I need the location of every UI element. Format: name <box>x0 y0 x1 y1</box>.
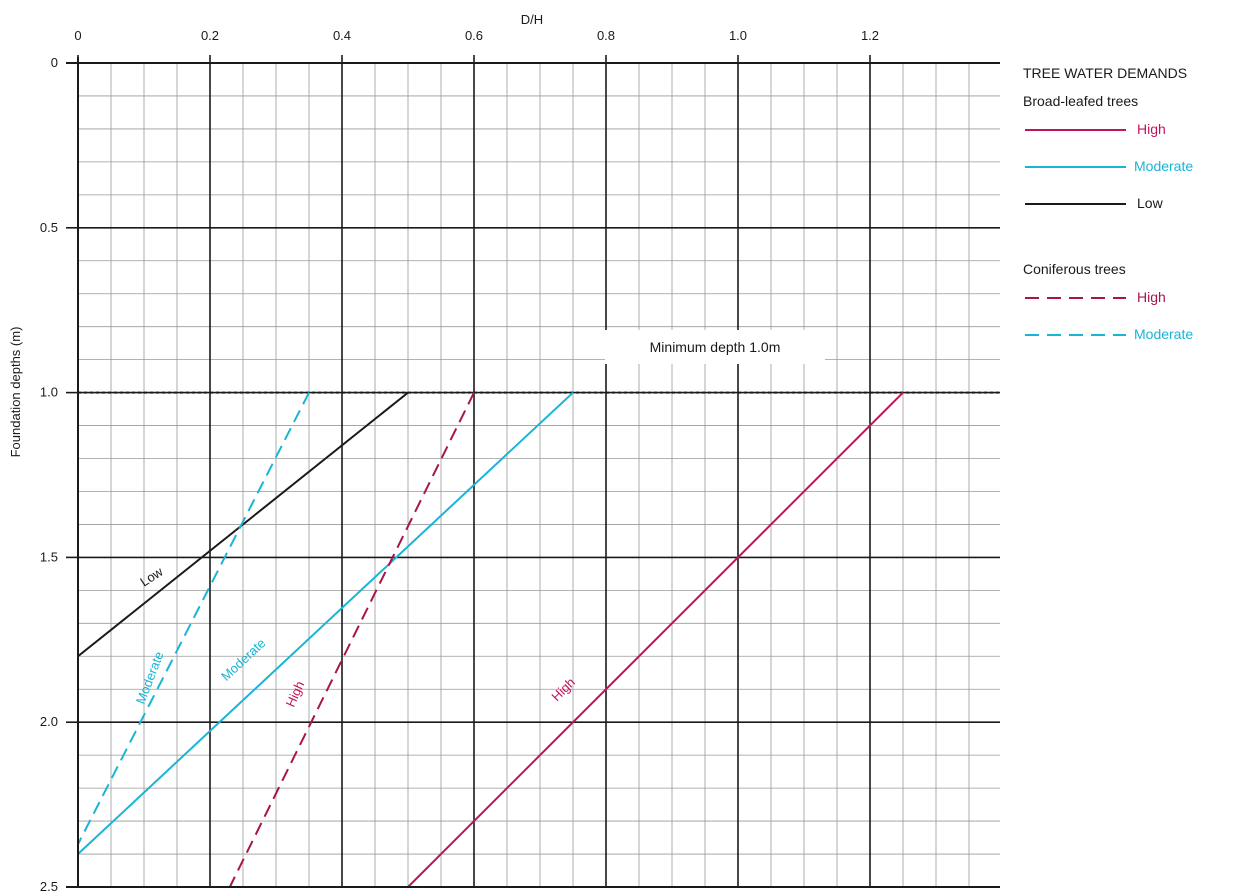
y-tick-label: 1.5 <box>40 549 58 564</box>
legend-label-low: Low <box>1137 195 1164 211</box>
major-grid <box>78 63 1000 888</box>
annotation-group: Minimum depth 1.0m <box>605 330 825 364</box>
legend-label-high: High <box>1137 121 1166 137</box>
x-tick-label: 0 <box>74 28 81 43</box>
series-broadleafed-low <box>77 391 409 658</box>
series-broadleafed-high <box>407 391 904 888</box>
x-tick-label: 0.8 <box>597 28 615 43</box>
series-coniferous-high <box>228 392 475 888</box>
y-tick-label: 2.5 <box>40 879 58 894</box>
y-tick-label: 0 <box>51 55 58 70</box>
tick-labels: 0 0.2 0.4 0.6 0.8 1.0 1.2 0 0.5 1.0 1.5 2.0 2.5 <box>40 28 879 894</box>
series-lines <box>77 391 904 888</box>
x-tick-label: 1.2 <box>861 28 879 43</box>
legend-label-moderate: Moderate <box>1134 158 1193 174</box>
series-coniferous-moderate <box>77 392 310 845</box>
x-tick-label: 0.2 <box>201 28 219 43</box>
legend: TREE WATER DEMANDS Broad-leafed trees High… <box>1023 65 1193 342</box>
y-tick-label: 0.5 <box>40 220 58 235</box>
curve-label-moderate: Moderate <box>133 649 167 706</box>
annotation-minimum-depth: Minimum depth 1.0m <box>650 339 781 355</box>
legend-group-label: Broad-leafed trees <box>1023 93 1138 109</box>
legend-label-moderate: Moderate <box>1134 326 1193 342</box>
legend-title: TREE WATER DEMANDS <box>1023 65 1187 81</box>
axes <box>66 57 1000 888</box>
minor-grid <box>77 62 1000 888</box>
y-axis-title: Foundation depths (m) <box>8 327 23 458</box>
x-tick-label: 0.6 <box>465 28 483 43</box>
y-tick-label: 1.0 <box>40 385 58 400</box>
series-broadleafed-moderate <box>77 391 574 855</box>
curve-label-low: Low <box>137 564 166 590</box>
x-axis-title: D/H <box>521 12 543 27</box>
legend-group-label: Coniferous trees <box>1023 261 1126 277</box>
curve-label-high: High <box>548 675 578 705</box>
y-tick-label: 2.0 <box>40 714 58 729</box>
x-tick-label: 1.0 <box>729 28 747 43</box>
legend-label-high: High <box>1137 289 1166 305</box>
curve-label-high: High <box>283 679 308 710</box>
annotation-box <box>605 330 825 364</box>
x-tick-label: 0.4 <box>333 28 351 43</box>
